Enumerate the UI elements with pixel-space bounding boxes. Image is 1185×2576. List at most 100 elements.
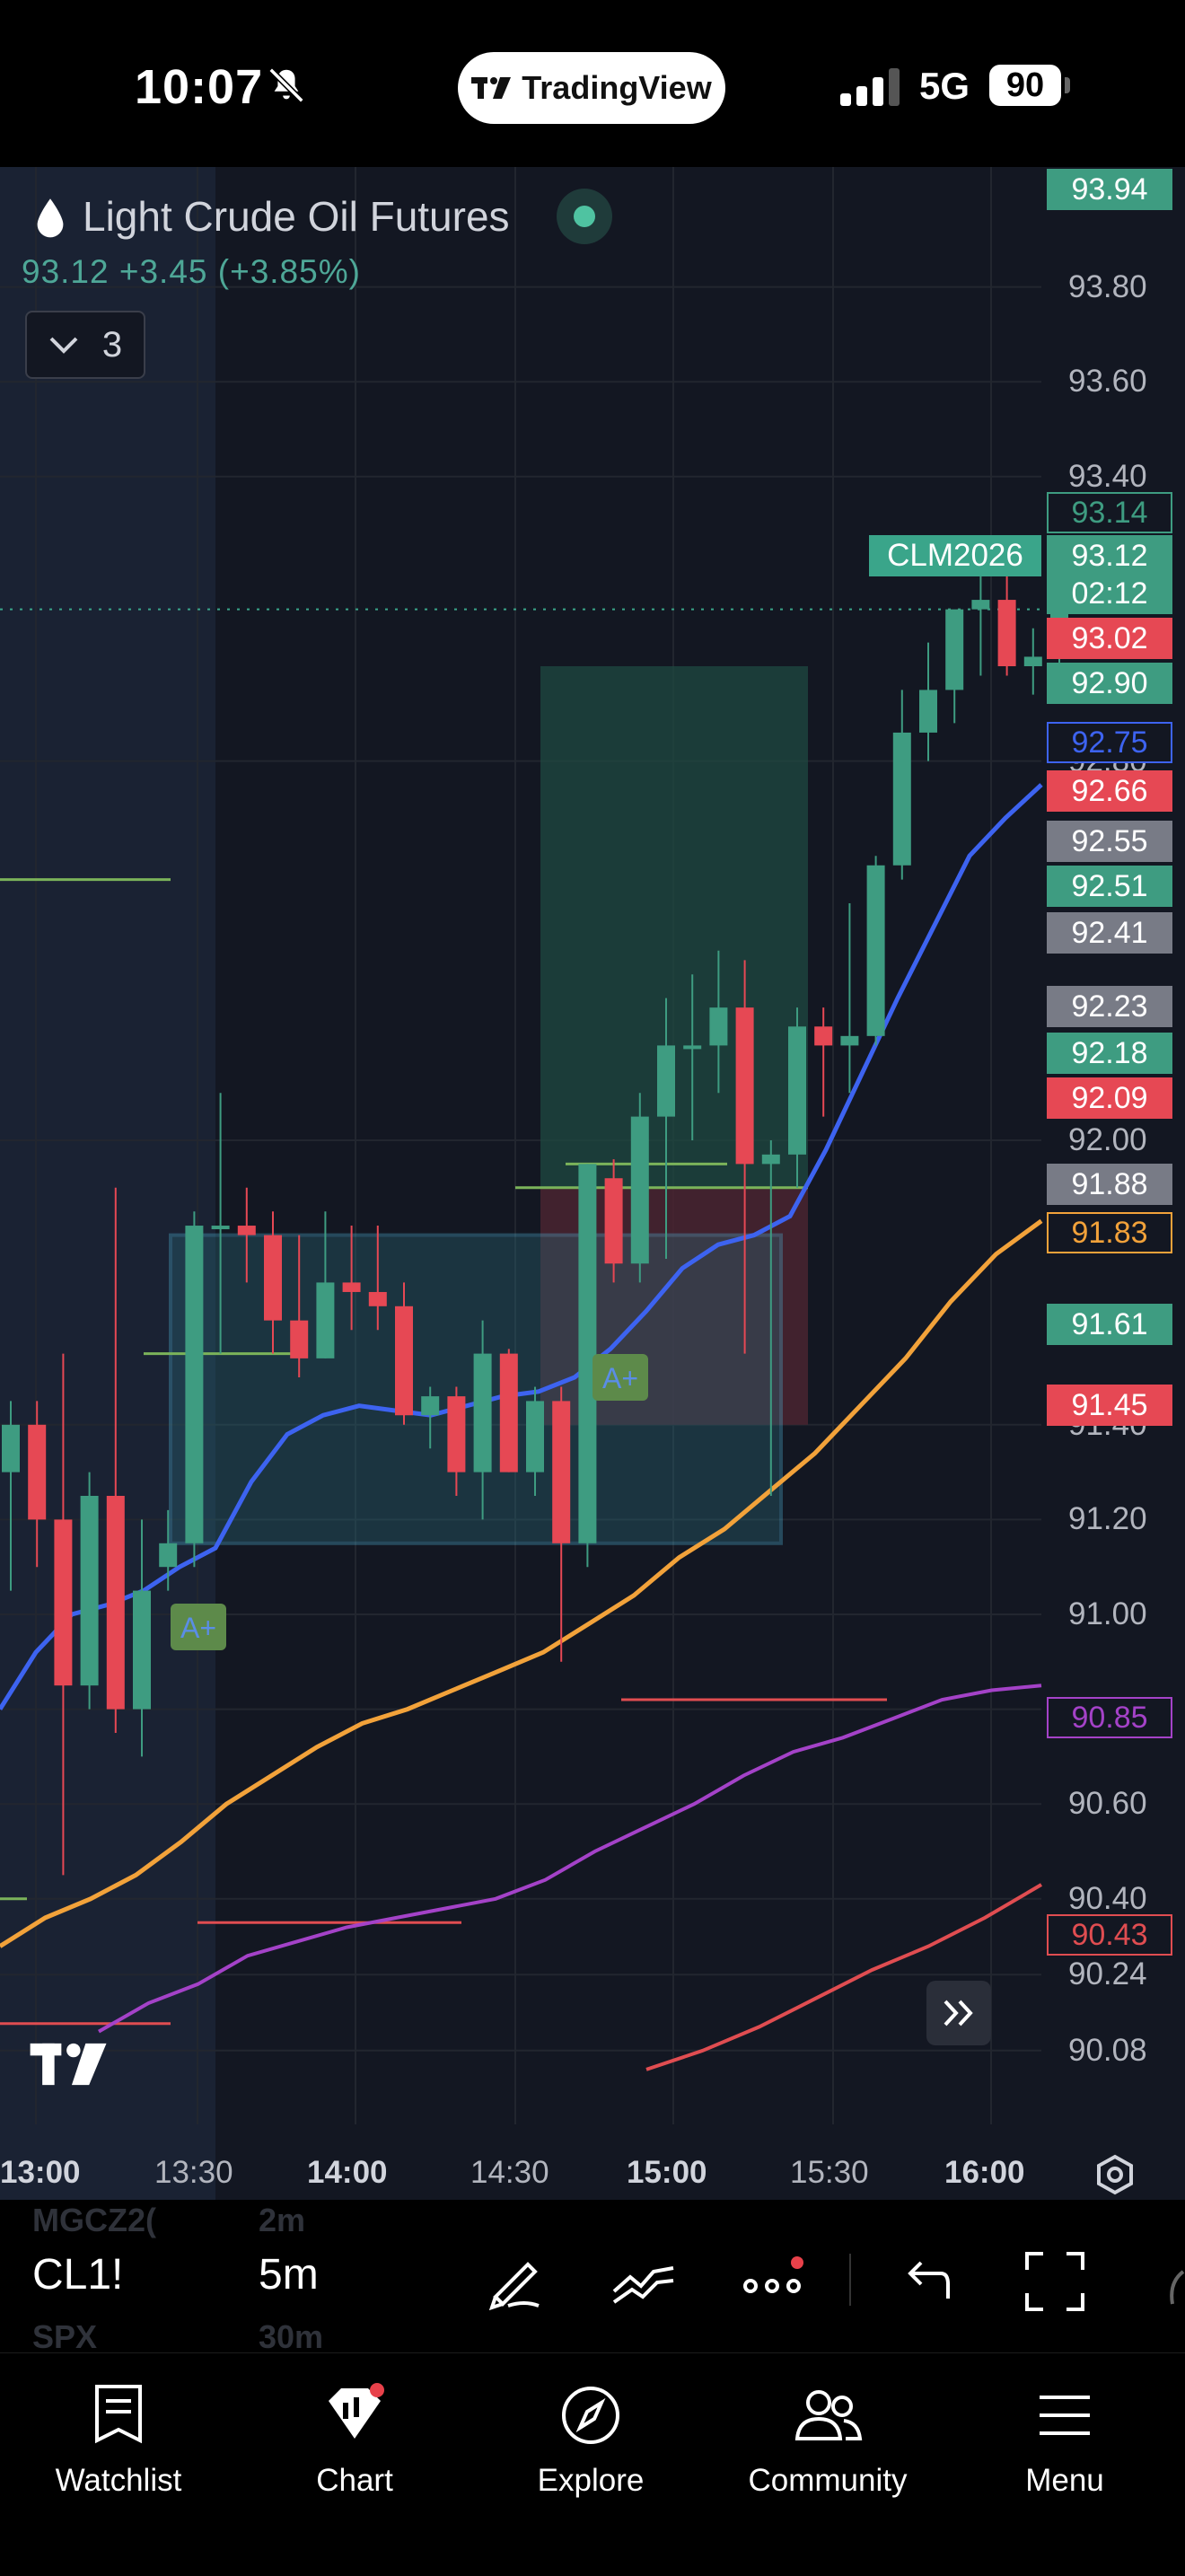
fullscreen-icon[interactable] — [1023, 2250, 1086, 2313]
symbol-title[interactable]: Light Crude Oil Futures — [83, 193, 510, 240]
price-badge: 92.66 — [1047, 770, 1172, 812]
candle-body — [630, 1116, 649, 1264]
time-tick-label: 14:00 — [307, 2155, 388, 2190]
candle-body — [919, 690, 937, 733]
price-tick-label: 93.40 — [1068, 458, 1147, 494]
double-chevron-right-icon — [944, 2000, 973, 2027]
candle-body — [840, 1035, 859, 1046]
moving-average-line — [0, 1218, 1043, 1948]
price-tick-label: 90.24 — [1068, 1956, 1147, 1992]
indicator-count: 3 — [101, 324, 123, 365]
price-badge: 91.88 — [1047, 1164, 1172, 1205]
marker-badge — [592, 1354, 648, 1401]
time-tick-label: 13:00 — [0, 2155, 81, 2190]
price-tick-label: 91.20 — [1068, 1501, 1147, 1537]
time-tick-label: 16:00 — [944, 2155, 1025, 2190]
session-shade — [0, 167, 215, 2200]
candle-body — [657, 1045, 675, 1117]
candle-body — [264, 1235, 282, 1321]
more-options-icon[interactable] — [742, 2250, 806, 2313]
nav-watchlist[interactable]: Watchlist — [20, 2375, 217, 2499]
price-badge: 93.14 — [1047, 492, 1172, 533]
nav-label: Community — [748, 2463, 908, 2498]
indicators-toggle[interactable]: 3 — [25, 311, 145, 379]
community-icon — [794, 2390, 863, 2440]
undo-icon[interactable] — [900, 2250, 953, 2313]
toolbar-divider — [849, 2254, 851, 2306]
pencil-drawing-icon[interactable] — [485, 2250, 548, 2313]
price-tick-label: 93.80 — [1068, 268, 1147, 304]
chart-icon — [329, 2383, 384, 2439]
candle-body — [342, 1282, 361, 1292]
candle-body — [709, 1007, 728, 1046]
marker-label: A+ — [180, 1612, 216, 1644]
ghost-interval: 2m — [259, 2202, 306, 2238]
price-badge: 90.43 — [1047, 1914, 1172, 1956]
contract-label: CLM2026 — [869, 535, 1041, 576]
settings-hexagon-icon[interactable] — [1093, 2153, 1137, 2196]
candle-body — [421, 1396, 440, 1416]
candle-body — [866, 865, 885, 1036]
overflow-arc-icon — [1170, 2270, 1185, 2305]
price-badge: 92.23 — [1047, 986, 1172, 1027]
nav-explore[interactable]: Explore — [492, 2375, 689, 2499]
candle-body — [683, 1045, 702, 1050]
nav-community[interactable]: Community — [729, 2375, 926, 2499]
nav-label: Menu — [1025, 2463, 1104, 2498]
candle-body — [945, 609, 964, 690]
nav-label: Chart — [316, 2463, 393, 2498]
nav-chart[interactable]: Chart — [256, 2375, 453, 2499]
price-badge: 93.02 — [1047, 618, 1172, 659]
ghost-interval: 30m — [259, 2318, 324, 2355]
price-chart[interactable]: A+ A+ — [0, 167, 1185, 2200]
candle-body — [735, 1007, 754, 1165]
candle-body — [604, 1178, 623, 1264]
status-bar: 10:07 TradingView 5G 90 — [0, 0, 1185, 167]
price-badge: 02:12 — [1047, 573, 1172, 614]
time-tick-label: 15:00 — [627, 2155, 707, 2190]
candle-body — [761, 1154, 780, 1165]
battery-nub — [1065, 77, 1070, 93]
time-tick-label: 14:30 — [470, 2155, 549, 2190]
price-badge: 92.18 — [1047, 1033, 1172, 1074]
status-time: 10:07 — [135, 60, 264, 114]
tradingview-pill[interactable]: TradingView — [458, 52, 725, 124]
chevron-down-icon — [49, 337, 78, 354]
price-badge: 93.12 — [1047, 535, 1172, 576]
candle-body — [526, 1401, 544, 1473]
price-badge: 92.09 — [1047, 1077, 1172, 1119]
price-tick-label: 91.00 — [1068, 1596, 1147, 1631]
candle-body — [814, 1026, 833, 1046]
watchlist-icon — [95, 2385, 142, 2444]
price-badge: 90.85 — [1047, 1697, 1172, 1738]
symbol-selector[interactable]: CL1! — [32, 2251, 124, 2299]
price-badge: 91.83 — [1047, 1212, 1172, 1253]
marker-badge — [171, 1604, 226, 1650]
nav-menu[interactable]: Menu — [966, 2375, 1163, 2499]
candle-body — [80, 1496, 99, 1686]
moving-average-line — [0, 783, 1043, 1710]
candle-body — [395, 1306, 413, 1416]
tradingview-watermark-icon — [30, 2043, 107, 2086]
candle-body — [997, 600, 1016, 666]
scroll-to-realtime-button[interactable] — [926, 1981, 991, 2045]
candle-body — [473, 1353, 492, 1473]
price-tick-label: 92.00 — [1068, 1122, 1147, 1157]
signal-bars-icon — [840, 68, 900, 106]
market-status-icon[interactable] — [557, 189, 612, 244]
interval-selector[interactable]: 5m — [259, 2251, 319, 2299]
chart-area[interactable]: A+ A+ Light Crude Oil Futures 93.12 +3.45… — [0, 167, 1185, 2200]
price-tick-label: 93.60 — [1068, 364, 1147, 400]
price-badge: 92.75 — [1047, 722, 1172, 763]
candle-body — [368, 1291, 387, 1306]
moving-average-line — [645, 1883, 1043, 2071]
candle-body — [447, 1396, 466, 1473]
price-tick-label: 90.60 — [1068, 1786, 1147, 1822]
app-pill-label: TradingView — [522, 69, 712, 106]
price-badge: 92.55 — [1047, 821, 1172, 862]
candle-body — [54, 1519, 73, 1686]
trend-lines-icon[interactable] — [610, 2250, 677, 2313]
price-tick-label: 90.08 — [1068, 2032, 1147, 2068]
price-badge: 93.94 — [1047, 169, 1172, 210]
candle-body — [892, 732, 911, 866]
